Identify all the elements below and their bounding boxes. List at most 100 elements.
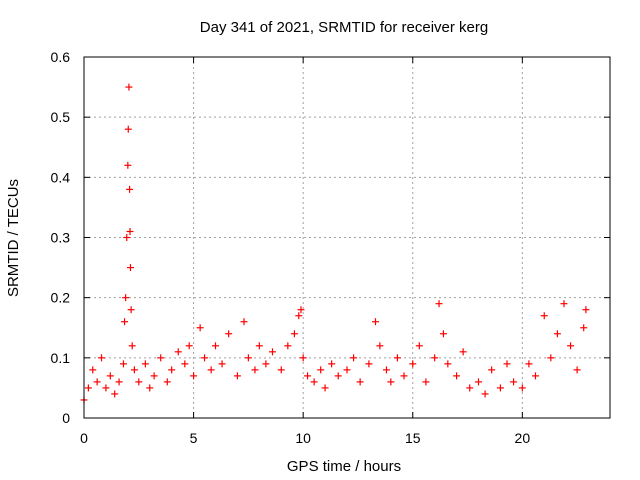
data-point xyxy=(185,342,193,350)
data-point xyxy=(290,330,298,338)
data-point xyxy=(141,360,149,368)
data-point xyxy=(121,318,129,326)
data-point xyxy=(124,125,132,133)
data-point xyxy=(439,330,447,338)
data-point xyxy=(582,306,590,314)
data-point xyxy=(218,360,226,368)
data-point xyxy=(510,378,518,386)
x-tick-label: 5 xyxy=(190,430,198,446)
y-tick-label: 0.6 xyxy=(51,49,71,65)
data-point xyxy=(356,378,364,386)
data-point xyxy=(89,366,97,374)
data-point xyxy=(150,372,158,380)
data-point xyxy=(225,330,233,338)
x-axis-label: GPS time / hours xyxy=(287,458,401,475)
data-point xyxy=(251,366,259,374)
data-point xyxy=(130,366,138,374)
data-point xyxy=(255,342,263,350)
data-point xyxy=(481,390,489,398)
data-point xyxy=(547,354,555,362)
data-point xyxy=(127,306,135,314)
data-point xyxy=(350,354,358,362)
data-point xyxy=(268,348,276,356)
data-point xyxy=(525,360,533,368)
data-point xyxy=(317,366,325,374)
x-tick-label: 10 xyxy=(295,430,311,446)
data-point xyxy=(518,384,526,392)
data-point xyxy=(553,330,561,338)
data-point xyxy=(475,378,482,386)
data-point xyxy=(277,366,285,374)
data-point xyxy=(98,354,106,362)
data-point xyxy=(321,384,329,392)
data-point xyxy=(146,384,154,392)
data-point xyxy=(466,384,474,392)
data-point xyxy=(453,372,461,380)
data-point xyxy=(124,161,132,169)
data-point xyxy=(459,348,467,356)
data-point xyxy=(297,306,305,314)
data-point xyxy=(212,342,219,350)
data-point xyxy=(196,324,204,332)
points-layer xyxy=(80,83,590,404)
data-point xyxy=(560,300,568,308)
y-tick-label: 0.1 xyxy=(51,350,71,366)
data-point xyxy=(295,312,303,320)
y-tick-label: 0.4 xyxy=(51,169,71,185)
y-tick-label: 0.3 xyxy=(51,230,71,246)
x-tick-label: 15 xyxy=(405,430,421,446)
data-point xyxy=(181,360,189,368)
data-point xyxy=(125,83,133,91)
data-point xyxy=(334,372,342,380)
data-point xyxy=(371,318,379,326)
data-point xyxy=(422,378,430,386)
x-tick-label: 20 xyxy=(515,430,531,446)
data-point xyxy=(84,384,92,392)
data-point xyxy=(496,384,504,392)
data-point xyxy=(393,354,401,362)
data-point xyxy=(126,185,134,193)
data-point xyxy=(503,360,511,368)
y-tick-label: 0.5 xyxy=(51,109,71,125)
data-point xyxy=(233,372,241,380)
data-point xyxy=(567,342,575,350)
data-point xyxy=(106,372,114,380)
data-point xyxy=(540,312,548,320)
data-point xyxy=(190,372,198,380)
data-point xyxy=(128,342,136,350)
data-point xyxy=(415,342,423,350)
data-point xyxy=(409,360,417,368)
data-point xyxy=(111,390,119,398)
data-point xyxy=(444,360,452,368)
data-point xyxy=(201,354,209,362)
data-point xyxy=(284,342,292,350)
data-point xyxy=(174,348,182,356)
data-point xyxy=(435,300,443,308)
data-point xyxy=(382,366,390,374)
data-point xyxy=(240,318,248,326)
data-point xyxy=(299,354,307,362)
data-point xyxy=(304,372,312,380)
data-point xyxy=(119,360,127,368)
data-point xyxy=(400,372,408,380)
data-point xyxy=(126,264,134,272)
data-point xyxy=(343,366,351,374)
data-point xyxy=(157,354,165,362)
data-point xyxy=(431,354,439,362)
ticks-layer: 0 5 10 15 20 0 0.1 0.2 0.3 0.4 0.5 0.6 xyxy=(51,49,610,446)
chart-title: Day 341 of 2021, SRMTID for receiver ker… xyxy=(200,19,488,36)
data-point xyxy=(126,227,134,235)
data-point xyxy=(488,366,496,374)
data-point xyxy=(244,354,252,362)
data-point xyxy=(310,378,318,386)
data-point xyxy=(365,360,373,368)
x-tick-label: 0 xyxy=(80,430,88,446)
y-tick-label: 0.2 xyxy=(51,290,71,306)
data-point xyxy=(102,384,110,392)
plot-frame xyxy=(83,56,611,419)
data-point xyxy=(376,342,384,350)
data-point xyxy=(580,324,588,332)
data-point xyxy=(163,378,171,386)
